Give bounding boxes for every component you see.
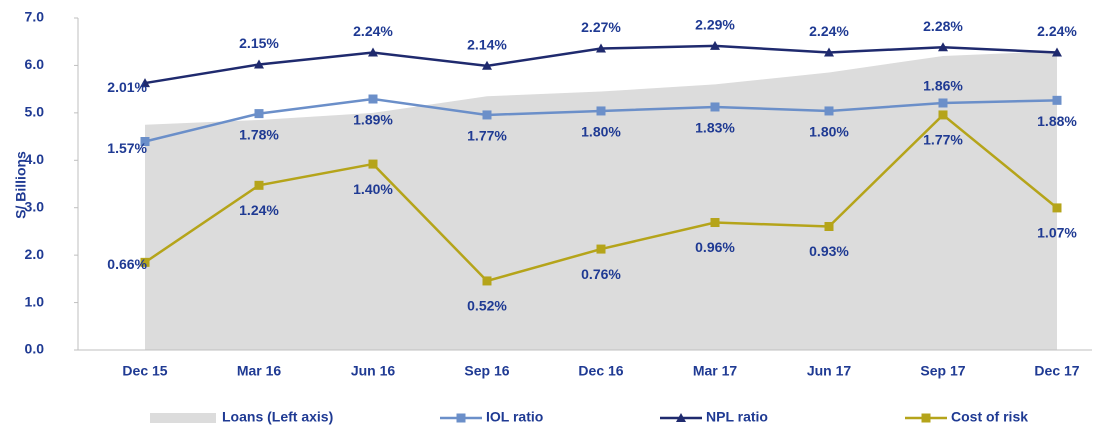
y-tick-label: 3.0 <box>25 198 45 214</box>
marker <box>596 43 606 53</box>
marker <box>824 221 834 231</box>
marker <box>1052 203 1062 213</box>
marker <box>676 413 686 422</box>
value-label: 0.52% <box>467 298 507 314</box>
marker <box>254 180 264 190</box>
marker <box>140 137 150 147</box>
marker <box>140 257 150 267</box>
marker <box>368 94 378 104</box>
value-label: 2.24% <box>809 23 849 39</box>
value-label: 1.80% <box>581 124 621 140</box>
legend-label: Cost of risk <box>951 409 1028 425</box>
value-label: 1.88% <box>1037 113 1077 129</box>
marker <box>368 159 378 169</box>
value-label: 2.01% <box>107 79 147 95</box>
value-label: 1.57% <box>107 140 147 156</box>
value-label: 2.27% <box>581 19 621 35</box>
x-tick-label: Sep 16 <box>464 363 509 379</box>
legend-label: Loans (Left axis) <box>222 409 333 425</box>
value-label: 0.96% <box>695 239 735 255</box>
marker <box>938 110 948 120</box>
marker <box>368 47 378 57</box>
value-label: 1.89% <box>353 112 393 128</box>
marker <box>140 78 150 88</box>
value-label: 1.77% <box>467 128 507 144</box>
marker <box>938 98 948 108</box>
marker <box>482 276 492 286</box>
value-label: 1.40% <box>353 181 393 197</box>
marker <box>921 413 931 423</box>
value-label: 1.86% <box>923 78 963 94</box>
legend-swatch <box>150 413 216 423</box>
value-label: 1.07% <box>1037 225 1077 241</box>
marker <box>596 244 606 254</box>
value-label: 0.76% <box>581 266 621 282</box>
value-label: 2.14% <box>467 37 507 53</box>
marker <box>596 106 606 116</box>
marker <box>254 109 264 119</box>
marker <box>824 106 834 116</box>
marker <box>482 110 492 120</box>
legend-label: NPL ratio <box>706 409 768 425</box>
value-label: 0.93% <box>809 243 849 259</box>
value-label: 2.29% <box>695 17 735 33</box>
marker <box>456 413 466 423</box>
x-tick-label: Jun 16 <box>351 363 396 379</box>
y-axis-title: S/ Billions <box>13 151 29 219</box>
y-tick-label: 0.0 <box>25 341 45 357</box>
marker <box>938 42 948 52</box>
y-tick-label: 7.0 <box>25 9 45 25</box>
y-tick-label: 2.0 <box>25 246 45 262</box>
x-tick-label: Sep 17 <box>920 363 965 379</box>
marker <box>1052 95 1062 105</box>
value-label: 2.24% <box>1037 23 1077 39</box>
marker <box>1052 47 1062 57</box>
value-label: 0.66% <box>107 256 147 272</box>
value-label: 1.78% <box>239 126 279 142</box>
x-tick-label: Dec 15 <box>122 363 167 379</box>
value-label: 1.24% <box>239 202 279 218</box>
loans-area <box>145 51 1057 350</box>
value-label: 2.15% <box>239 35 279 51</box>
y-tick-label: 1.0 <box>25 293 45 309</box>
marker <box>482 60 492 70</box>
x-tick-label: Jun 17 <box>807 363 852 379</box>
x-tick-label: Dec 16 <box>578 363 623 379</box>
x-tick-label: Mar 17 <box>693 363 738 379</box>
marker <box>824 47 834 57</box>
value-label: 2.24% <box>353 23 393 39</box>
marker <box>710 102 720 112</box>
y-tick-label: 6.0 <box>25 56 45 72</box>
x-tick-label: Mar 16 <box>237 363 282 379</box>
y-tick-label: 4.0 <box>25 151 45 167</box>
marker <box>254 59 264 69</box>
value-label: 1.80% <box>809 124 849 140</box>
value-label: 1.77% <box>923 132 963 148</box>
value-label: 1.83% <box>695 120 735 136</box>
value-label: 2.28% <box>923 18 963 34</box>
x-tick-label: Dec 17 <box>1034 363 1079 379</box>
legend-label: IOL ratio <box>486 409 543 425</box>
marker <box>710 40 720 50</box>
marker <box>710 218 720 228</box>
y-tick-label: 5.0 <box>25 104 45 120</box>
